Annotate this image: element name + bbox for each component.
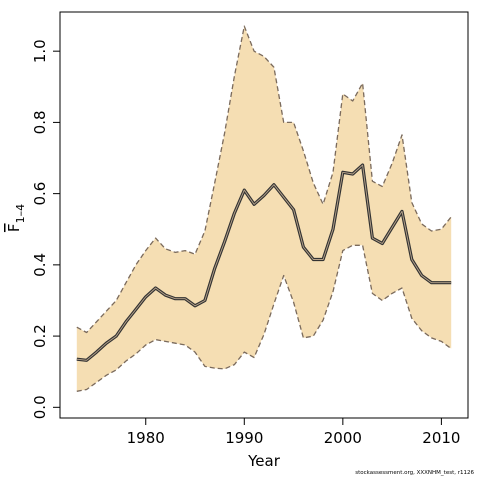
- y-tick-label: 0.6: [31, 182, 49, 206]
- y-tick-label: 1.0: [31, 39, 49, 63]
- x-tick-label: 1990: [225, 429, 263, 447]
- y-tick-label: 0.4: [31, 253, 49, 277]
- footer-credit: stockassessment.org, XXXNHM_test, r1126: [355, 470, 474, 476]
- y-axis-label-main: F: [5, 223, 23, 232]
- x-tick-label: 2000: [324, 429, 362, 447]
- y-tick-label: 0.8: [31, 110, 49, 134]
- x-tick-label: 2010: [422, 429, 460, 447]
- estimate-line-core: [76, 164, 452, 361]
- x-axis: 1980 1990 2000 2010: [127, 417, 460, 447]
- y-tick-label: 0.0: [31, 395, 49, 419]
- x-tick-label: 1980: [127, 429, 165, 447]
- y-axis-label: F1–4: [5, 204, 27, 232]
- y-axis: 0.0 0.2 0.4 0.6 0.8 1.0: [31, 39, 61, 419]
- lower-bound-line: [76, 244, 452, 392]
- x-axis-label: Year: [247, 452, 281, 470]
- confidence-band: [76, 26, 452, 392]
- svg-text:F1–4: F1–4: [5, 204, 27, 232]
- y-tick-label: 0.2: [31, 324, 49, 348]
- y-axis-label-sub: 1–4: [14, 204, 27, 224]
- plot-area: [76, 25, 452, 392]
